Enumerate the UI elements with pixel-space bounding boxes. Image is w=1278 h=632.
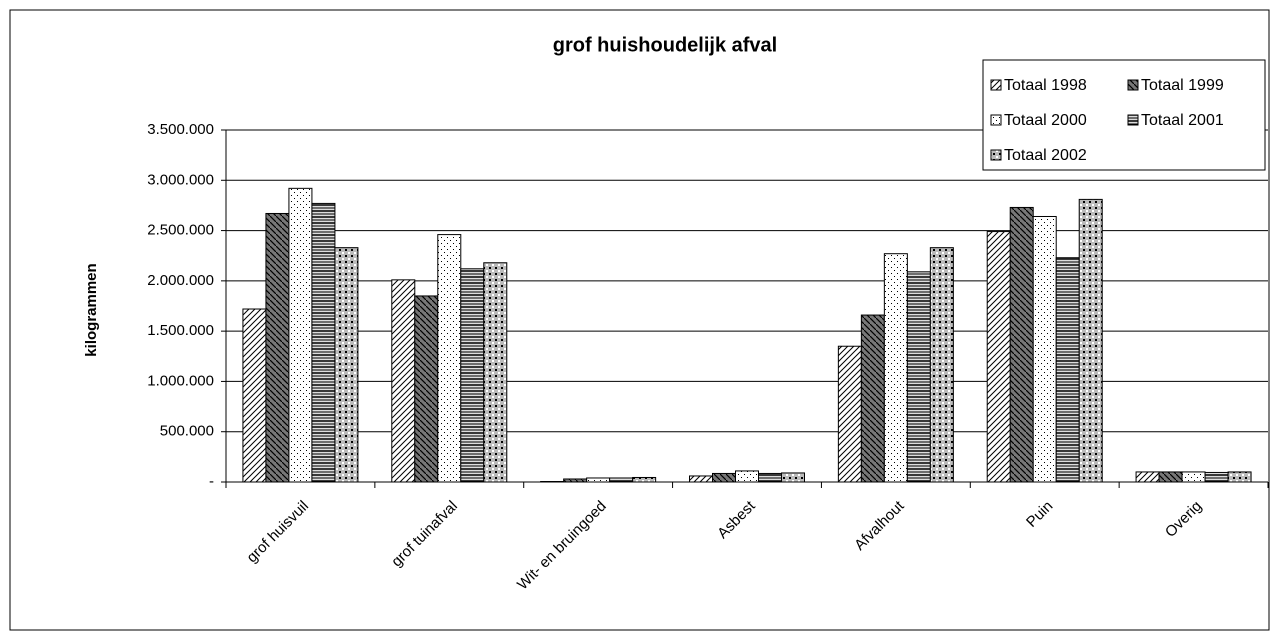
bar [1055, 257, 1080, 483]
bar [1078, 198, 1103, 483]
bar [414, 295, 439, 483]
bar [735, 470, 759, 483]
legend-swatch [1127, 114, 1139, 126]
legend-swatch [990, 79, 1002, 91]
y-tick-label: 1.500.000 [147, 322, 214, 339]
bar [758, 472, 782, 483]
bar [483, 262, 508, 483]
legend-label: Totaal 2000 [1004, 112, 1087, 129]
y-tick-label: 2.500.000 [147, 222, 214, 239]
bar [391, 279, 416, 483]
bar [906, 271, 931, 483]
legend-label: Totaal 2001 [1141, 112, 1224, 129]
bar [1158, 471, 1183, 483]
bar [1227, 471, 1252, 483]
bar [712, 472, 736, 483]
y-tick-label: 2.000.000 [147, 272, 214, 289]
y-axis-label: kilogrammen [83, 263, 100, 356]
bar [1204, 471, 1229, 483]
bar [860, 314, 885, 483]
bar [986, 231, 1011, 483]
y-tick-label: 1.000.000 [147, 372, 214, 389]
bar [929, 247, 954, 483]
bar [689, 475, 713, 483]
legend-label: Totaal 1999 [1141, 77, 1224, 94]
legend-box [982, 59, 1266, 171]
bar [586, 477, 611, 483]
legend-label: Totaal 1998 [1004, 77, 1087, 94]
y-tick-label: 3.000.000 [147, 171, 214, 188]
bar [288, 187, 313, 483]
bar [1009, 206, 1034, 483]
bar [334, 247, 359, 483]
bar [265, 212, 290, 483]
bar [781, 472, 805, 483]
legend-swatch [990, 149, 1002, 161]
bar [1135, 471, 1160, 483]
y-tick-label: - [209, 473, 214, 490]
bar [242, 308, 267, 483]
chart-title: grof huishoudelijk afval [553, 34, 777, 56]
bar [632, 476, 657, 483]
bar [460, 268, 485, 483]
bar [437, 234, 462, 483]
bar [1181, 471, 1206, 483]
legend-swatch [990, 114, 1002, 126]
bar [609, 477, 634, 483]
legend-swatch [1127, 79, 1139, 91]
bar [883, 253, 908, 483]
bar [1032, 215, 1057, 483]
bar [837, 345, 862, 483]
y-tick-label: 500.000 [160, 423, 214, 440]
y-tick-label: 3.500.000 [147, 121, 214, 138]
legend-label: Totaal 2002 [1004, 147, 1087, 164]
bar [311, 202, 336, 483]
